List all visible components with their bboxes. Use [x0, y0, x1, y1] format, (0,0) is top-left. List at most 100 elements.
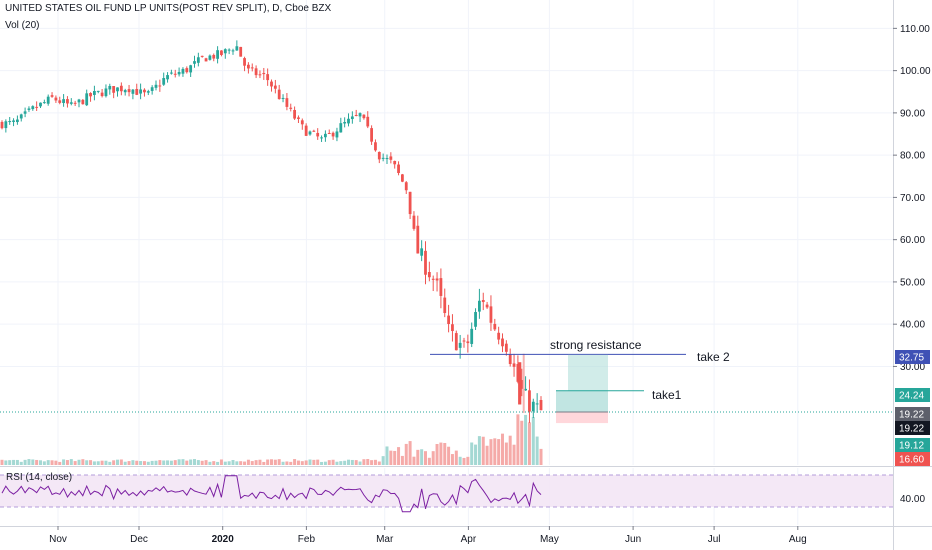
- volume-bar: [420, 449, 424, 465]
- volume-bar: [343, 460, 347, 465]
- volume-bar: [266, 459, 270, 465]
- candle-body: [181, 68, 185, 74]
- candle-body: [93, 90, 96, 95]
- volume-bar: [393, 450, 397, 465]
- y-tick-label: 70.00: [900, 193, 925, 204]
- volume-bar: [154, 460, 158, 465]
- volume-bar: [196, 460, 200, 465]
- volume-bar: [427, 457, 431, 465]
- volume-bar: [293, 459, 297, 465]
- candle-body: [424, 250, 427, 275]
- volume-bar: [389, 450, 393, 465]
- candle-body: [316, 132, 320, 137]
- candle-body: [39, 102, 42, 107]
- volume-bar: [497, 439, 501, 465]
- candle-body: [100, 92, 104, 97]
- resistance-label: strong resistance: [550, 338, 642, 352]
- candle-body: [96, 90, 100, 92]
- take2-label: take 2: [697, 350, 730, 364]
- candle-body: [393, 160, 397, 165]
- volume-bar: [354, 460, 358, 465]
- candle-body: [19, 114, 23, 119]
- candle-body: [12, 120, 15, 122]
- volume-bar: [316, 459, 320, 465]
- volume-bar: [412, 456, 416, 465]
- candle-body: [343, 121, 347, 124]
- candle-body: [42, 102, 46, 104]
- volume-bar: [81, 459, 85, 465]
- volume-bar: [8, 460, 12, 465]
- volume-bar: [54, 460, 58, 465]
- price-badge-label: 19.22: [899, 410, 924, 421]
- candle-body: [293, 109, 296, 119]
- volume-bar: [0, 459, 4, 465]
- volume-bar: [508, 435, 512, 465]
- candle-body: [412, 215, 416, 229]
- volume-bar: [323, 461, 327, 465]
- volume-bar: [527, 422, 531, 465]
- candle-body: [389, 156, 393, 160]
- candle-body: [466, 341, 470, 344]
- candle-body: [443, 297, 447, 314]
- rsi-line: [1, 475, 542, 513]
- volume-bar: [92, 461, 96, 465]
- volume-bar: [501, 433, 504, 465]
- candle-body: [250, 67, 254, 69]
- volume-bar: [458, 456, 462, 465]
- volume-bar: [150, 460, 154, 465]
- x-tick-label: Nov: [49, 534, 67, 545]
- candle-body: [46, 96, 50, 104]
- candle-body: [354, 114, 358, 116]
- candle-body: [166, 75, 169, 80]
- volume-bar: [512, 444, 516, 465]
- candle-body: [324, 133, 327, 138]
- volume-bar: [397, 447, 401, 465]
- y-tick-label: 60.00: [900, 235, 925, 246]
- volume-bar: [273, 459, 277, 465]
- candle-body: [239, 46, 243, 57]
- candle-body: [289, 107, 293, 109]
- volume-bar: [477, 436, 481, 465]
- candle-body: [401, 174, 404, 182]
- volume-bar: [169, 460, 173, 465]
- candle-body: [150, 87, 154, 91]
- candle-body: [243, 58, 246, 66]
- candle-body: [347, 118, 350, 124]
- volume-bar: [212, 461, 216, 465]
- take1-label: take1: [652, 388, 682, 402]
- volume-bar: [231, 460, 235, 465]
- volume-bar: [350, 459, 354, 465]
- y-tick-label: 80.00: [900, 151, 925, 162]
- candle-body: [112, 86, 116, 93]
- volume-bar: [181, 459, 185, 465]
- volume-bar: [216, 461, 220, 465]
- candle-body: [4, 121, 8, 129]
- candle-body: [522, 353, 525, 413]
- volume-bar: [19, 461, 23, 465]
- candle-body: [177, 71, 181, 75]
- volume-bar: [73, 461, 77, 465]
- candle-body: [143, 89, 146, 93]
- price-badge: [895, 407, 930, 421]
- candle-body: [458, 342, 462, 348]
- price-badge-label: 24.24: [899, 391, 924, 402]
- volume-bar: [339, 461, 343, 465]
- volume-bar: [77, 459, 81, 465]
- volume-indicator-label[interactable]: Vol (20): [5, 20, 40, 31]
- rsi-indicator-label[interactable]: RSI (14, close): [6, 472, 73, 483]
- symbol-title[interactable]: UNITED STATES OIL FUND LP UNITS(POST REV…: [5, 3, 332, 14]
- candle-body: [8, 121, 12, 123]
- candle-body: [504, 343, 508, 352]
- volume-bar: [408, 441, 412, 465]
- candle-body: [281, 97, 285, 99]
- volume-bar: [462, 457, 466, 465]
- volume-bar: [320, 461, 324, 465]
- volume-bar: [377, 461, 381, 465]
- candle-body: [416, 225, 420, 254]
- volume-bar: [331, 459, 335, 465]
- candle-body: [81, 99, 85, 105]
- x-tick-label: Mar: [376, 534, 394, 545]
- y-tick-label: 110.00: [900, 24, 930, 35]
- candle-body: [539, 399, 543, 411]
